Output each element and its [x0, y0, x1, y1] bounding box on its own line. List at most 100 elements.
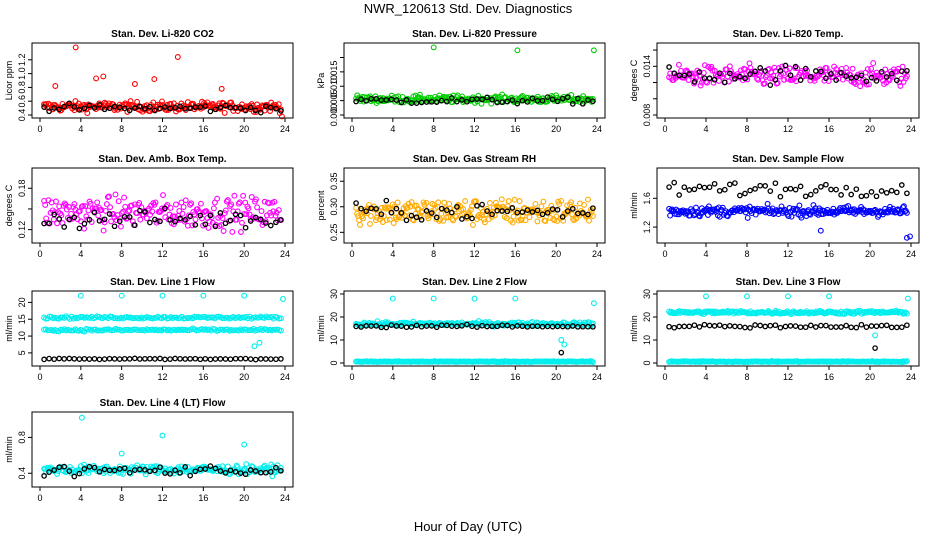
data-point — [767, 82, 774, 88]
data-point — [787, 185, 794, 192]
data-point — [454, 98, 460, 105]
data-point — [549, 206, 556, 212]
data-point — [802, 65, 809, 72]
data-point — [170, 221, 177, 228]
data-point — [210, 205, 217, 212]
data-point — [157, 355, 163, 362]
data-point — [101, 106, 108, 113]
data-point — [217, 210, 224, 216]
data-point — [275, 101, 282, 108]
data-point — [438, 322, 445, 329]
outlier-point — [907, 233, 913, 240]
data-point — [162, 470, 168, 476]
data-point — [404, 204, 411, 211]
data-point — [823, 181, 829, 188]
x-tick-label: 16 — [198, 249, 208, 259]
outlier-point — [872, 345, 878, 351]
data-point — [76, 208, 83, 215]
data-point — [570, 216, 577, 223]
data-point — [353, 204, 360, 211]
data-point — [504, 208, 511, 215]
y-tick-label: 0.8 — [17, 81, 27, 94]
data-point — [787, 72, 794, 79]
data-point — [807, 191, 814, 198]
data-point — [94, 327, 101, 334]
x-tick-label: 20 — [865, 249, 875, 259]
data-point — [903, 209, 910, 216]
outlier-point — [241, 441, 248, 448]
data-point — [118, 210, 125, 217]
data-point — [184, 315, 191, 321]
data-point — [95, 212, 102, 219]
y-tick-label: 30 — [329, 289, 339, 299]
x-tick-label: 12 — [783, 372, 793, 382]
data-point — [675, 61, 682, 68]
data-point — [761, 80, 768, 87]
data-point — [202, 466, 209, 472]
data-point — [86, 356, 93, 362]
data-point — [252, 356, 259, 363]
data-point — [267, 222, 274, 229]
data-point — [267, 108, 274, 114]
data-point — [569, 205, 576, 212]
data-point — [267, 104, 274, 111]
data-point — [744, 214, 751, 221]
outlier-point — [256, 339, 263, 346]
data-point — [131, 467, 138, 473]
data-point — [853, 186, 860, 193]
x-tick-label: 16 — [824, 124, 834, 134]
data-point — [167, 356, 173, 362]
data-point — [858, 321, 865, 328]
y-axis-label: ml/min — [4, 315, 14, 342]
data-point — [433, 214, 440, 221]
data-point — [152, 107, 158, 114]
data-point — [240, 192, 247, 199]
data-point — [441, 199, 448, 206]
data-point — [248, 194, 255, 200]
data-point — [818, 211, 825, 218]
data-point — [752, 68, 758, 75]
data-point — [222, 314, 229, 321]
data-point — [172, 104, 178, 111]
data-point — [252, 214, 259, 221]
data-point — [233, 216, 240, 223]
data-point — [192, 468, 199, 475]
data-point — [126, 356, 133, 362]
data-point — [207, 356, 214, 363]
data-point — [96, 101, 103, 108]
data-point — [701, 321, 708, 328]
data-point — [423, 99, 430, 105]
data-point — [81, 466, 88, 472]
data-point — [868, 323, 875, 329]
panel-6: Stan. Dev. Sample Flow 0 4 8 12 16 20 24 1.2 1.6m… — [629, 154, 920, 259]
y-tick-label: 0 — [642, 360, 652, 365]
data-point — [899, 63, 906, 70]
data-point — [440, 217, 447, 224]
data-point — [101, 466, 108, 473]
data-point — [262, 356, 269, 362]
data-point — [666, 323, 672, 330]
series-hourly — [41, 463, 284, 480]
data-point — [797, 183, 804, 190]
data-point — [864, 66, 871, 73]
data-point — [569, 101, 576, 107]
data-point — [152, 216, 158, 223]
data-point — [223, 198, 230, 205]
data-point — [81, 105, 88, 112]
data-point — [418, 323, 425, 330]
x-tick-label: 12 — [157, 493, 167, 503]
data-point — [56, 106, 63, 113]
data-point — [705, 203, 712, 210]
data-point — [143, 215, 150, 222]
data-point — [177, 469, 183, 476]
outlier-point — [118, 292, 125, 299]
data-point — [569, 211, 576, 218]
panel-title: Stan. Dev. Line 2 Flow — [422, 277, 527, 288]
data-point — [128, 202, 135, 209]
plot-frame — [656, 290, 920, 367]
data-point — [410, 217, 417, 224]
y-tick-label: 0.4 — [17, 109, 27, 122]
data-point — [187, 105, 194, 112]
x-tick-label: 16 — [198, 124, 208, 134]
data-point — [267, 209, 274, 216]
